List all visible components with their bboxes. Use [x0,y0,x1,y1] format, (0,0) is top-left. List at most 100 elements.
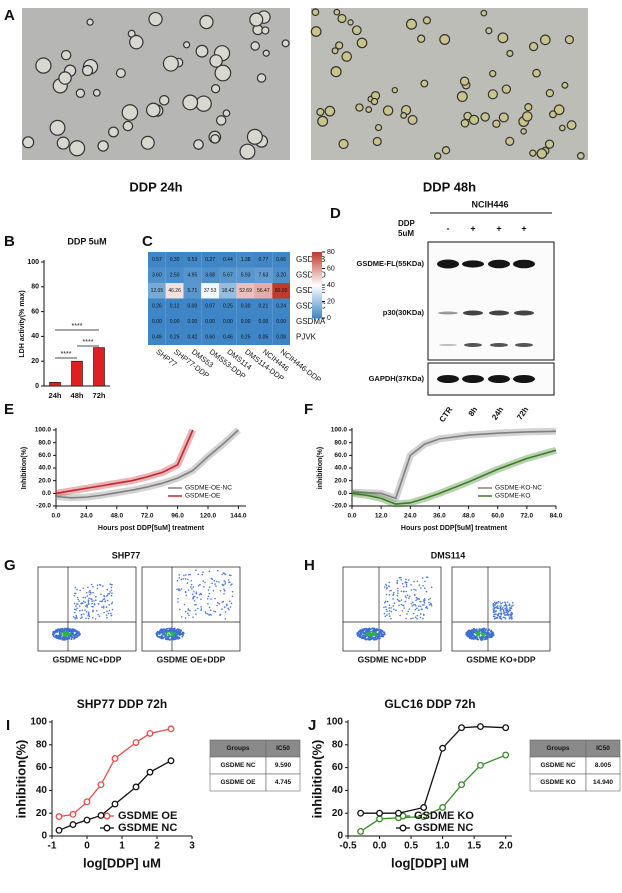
treatment: DDP [398,219,416,228]
band [515,343,533,347]
event [165,635,168,638]
event [416,618,418,620]
event [84,609,86,611]
event [512,604,514,607]
cell [553,104,565,116]
flow-plot [342,566,442,652]
cell-label: 0.12 [170,304,180,310]
event [209,613,212,616]
event [58,634,60,637]
y-axis-label: inhibition(%) [13,740,28,819]
event [200,593,203,596]
event [399,614,401,617]
event [412,604,415,606]
cell-label: 0.07 [205,304,215,310]
event [94,618,97,620]
event [502,610,505,613]
heat-cell [254,283,273,299]
event [368,630,371,633]
event [502,606,504,609]
panel-letter: F [304,401,313,418]
event [74,636,77,638]
event [155,633,158,636]
event [108,604,111,606]
event [160,628,163,631]
event [211,582,213,585]
event [369,638,372,641]
band [437,259,459,269]
event [507,614,509,617]
cell [261,26,270,35]
event [495,609,497,612]
event [472,628,475,631]
event [429,597,432,600]
heat-cell [183,298,202,314]
event [222,600,225,603]
colorbar-step [312,273,322,276]
event [398,600,401,603]
y-tick-label: 40.0 [38,465,51,472]
band [437,375,459,383]
event [418,609,420,611]
cell [407,114,418,125]
heat-cell [219,329,237,345]
event [89,593,91,596]
table-text: 14.940 [593,779,613,786]
x-tick-label: 2.0 [499,841,513,852]
heat-cell [219,252,237,268]
event [65,629,68,632]
event [76,617,78,619]
event [386,610,388,613]
cell [545,88,555,98]
event [100,593,102,595]
event [89,589,91,592]
event [396,582,399,585]
cell [158,95,170,106]
event [492,608,494,610]
cell-label: 52.69 [239,288,252,294]
heat-cell [183,267,202,283]
cell [391,86,398,94]
cell-label: 0.27 [205,257,215,263]
event [424,580,426,583]
event [184,617,187,619]
event [101,585,104,587]
lane-sign: + [496,223,501,233]
event [359,634,361,637]
cell [86,18,94,26]
event [66,637,69,640]
event [58,631,61,634]
x-tick-label: 0.0 [373,841,387,852]
cell-label: 0.26 [152,304,162,310]
event [200,608,203,610]
heat-cell [236,329,255,345]
cell [97,140,109,152]
colorbar-step [312,304,322,307]
panel-letter: A [4,7,15,24]
event [499,615,502,617]
event [214,597,216,600]
cell [195,44,209,58]
table-text: 8.005 [595,762,612,769]
event [176,636,178,638]
heat-cell [165,252,184,268]
heat-cell [148,252,166,268]
event [401,610,404,612]
cell [60,49,72,61]
event [54,631,57,633]
event [110,614,113,617]
event [378,637,381,640]
row-label: PJVK [296,332,317,341]
event [361,636,364,639]
event [162,628,165,630]
event [423,604,425,606]
cell-label: 0.00 [259,319,269,325]
cell-label: 3.68 [205,273,215,279]
cell [122,120,134,132]
point [477,761,484,769]
event [368,638,370,641]
event [88,591,91,593]
event [71,636,74,639]
event [57,629,60,632]
event [478,629,481,632]
